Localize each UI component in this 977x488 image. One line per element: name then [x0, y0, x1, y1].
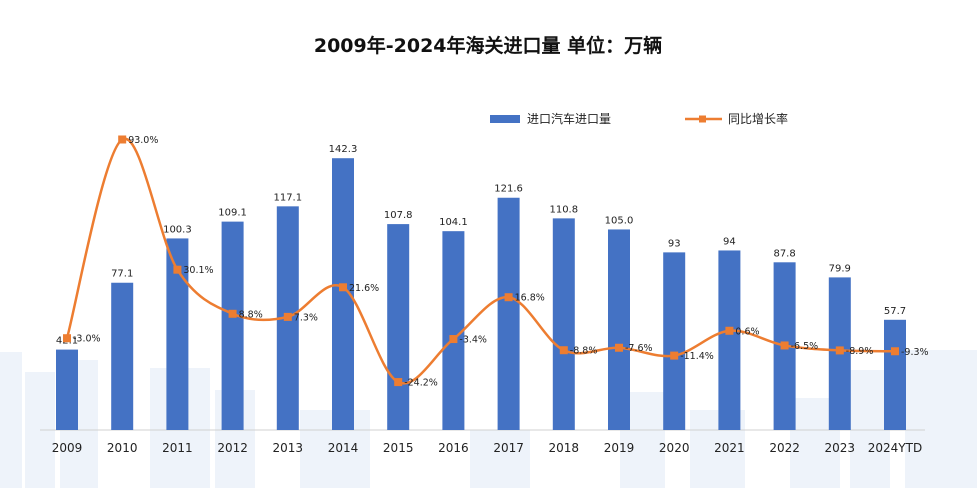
x-tick-labels: 2009 2010 2011 2012 2013 2014 2015 2016 2017 2018… [52, 441, 923, 455]
x-tick-label: 2023 [825, 441, 856, 455]
line-value-label: 21.6% [349, 283, 379, 294]
x-tick-label: 2021 [714, 441, 745, 455]
legend-bar-label: 进口汽车进口量 [527, 111, 611, 126]
bar-value-label: 109.1 [218, 208, 247, 219]
bar-value-label: 93 [668, 238, 681, 249]
x-tick-label: 2020 [659, 441, 690, 455]
line-series [63, 135, 899, 387]
legend-line-marker [699, 115, 706, 123]
x-tick-label: 2018 [549, 441, 580, 455]
legend: 进口汽车进口量 同比增长率 [490, 111, 788, 126]
line-point [780, 341, 789, 350]
x-tick-label: 2015 [383, 441, 414, 455]
line-value-label: -24.2% [404, 378, 438, 389]
line-point [725, 326, 734, 335]
x-tick-label: 2019 [604, 441, 635, 455]
bar [552, 218, 575, 430]
bar [56, 349, 78, 430]
bar-value-label: 87.8 [773, 248, 795, 259]
bar [387, 224, 410, 430]
line-point [891, 347, 899, 356]
line-value-label: -9.3% [901, 347, 929, 358]
bar [718, 250, 741, 430]
x-tick-label: 2024YTD [868, 441, 922, 455]
bar [111, 282, 134, 430]
legend-bar-swatch [490, 115, 520, 123]
line-point [559, 346, 568, 355]
bar-value-label: 105.0 [605, 215, 634, 226]
bar-value-label: 107.8 [384, 210, 413, 221]
x-tick-label: 2022 [769, 441, 800, 455]
bar-value-label: 110.8 [549, 204, 578, 215]
bar [332, 158, 354, 430]
x-tick-label: 2016 [438, 441, 469, 455]
line-point [449, 335, 458, 344]
line-point [173, 265, 182, 274]
line-value-labels: -3.0% 93.0% 30.1% 8.8% 7.3% 21.6% -24.2% -3.4% 1… [73, 135, 929, 389]
bar [221, 221, 244, 430]
line-point [670, 351, 679, 360]
x-tick-label: 2011 [162, 441, 193, 455]
bar-value-label: 94 [723, 236, 736, 247]
bar-value-label: 142.3 [329, 144, 358, 155]
line-value-label: -8.8% [570, 346, 598, 357]
bar-value-label: 77.1 [111, 269, 133, 280]
x-tick-label: 2017 [493, 441, 524, 455]
line-value-label: 0.6% [735, 326, 759, 337]
line-point [283, 312, 292, 321]
bar [608, 229, 630, 430]
line-value-label: -8.9% [846, 346, 874, 357]
line-value-label: 7.3% [294, 312, 318, 323]
x-tick-label: 2010 [107, 441, 138, 455]
bar [663, 252, 686, 430]
bar [884, 319, 906, 430]
bar-value-label: 79.9 [829, 263, 851, 274]
bar [166, 238, 189, 430]
x-tick-label: 2012 [217, 441, 248, 455]
line-point [615, 343, 623, 352]
line-value-label: 16.8% [515, 293, 545, 304]
growth-rate-line [65, 137, 896, 385]
x-tick-label: 2014 [328, 441, 359, 455]
line-point [394, 378, 403, 387]
bar-value-label: 117.1 [273, 192, 302, 203]
line-point [504, 293, 513, 302]
bar-value-label: 100.3 [163, 224, 192, 235]
line-value-label: -6.5% [791, 341, 819, 352]
line-point [339, 283, 347, 292]
bar-value-labels: 42.177.1100.3109.1117.1142.3107.8104.112… [56, 144, 906, 346]
line-value-label: -3.4% [459, 335, 487, 346]
x-tick-label: 2009 [52, 441, 83, 455]
bar-value-label: 121.6 [494, 184, 523, 195]
bar-series [56, 158, 906, 430]
bar-value-label: 57.7 [884, 306, 906, 317]
line-value-label: 8.8% [239, 309, 263, 320]
line-value-label: -3.0% [73, 334, 101, 345]
line-value-label: 93.0% [128, 135, 158, 146]
line-point [835, 346, 844, 355]
line-value-label: -7.6% [625, 343, 653, 354]
line-value-label: 30.1% [183, 265, 213, 276]
bar [442, 231, 465, 430]
legend-line-label: 同比增长率 [728, 111, 788, 126]
line-point [228, 309, 237, 318]
chart-title: 2009年-2024年海关进口量 单位：万辆 [314, 34, 662, 57]
line-value-label: -11.4% [680, 351, 714, 362]
bar [497, 197, 520, 430]
x-tick-label: 2013 [273, 441, 304, 455]
line-point [118, 135, 127, 144]
bar-value-label: 104.1 [439, 217, 468, 228]
line-point [63, 334, 71, 343]
